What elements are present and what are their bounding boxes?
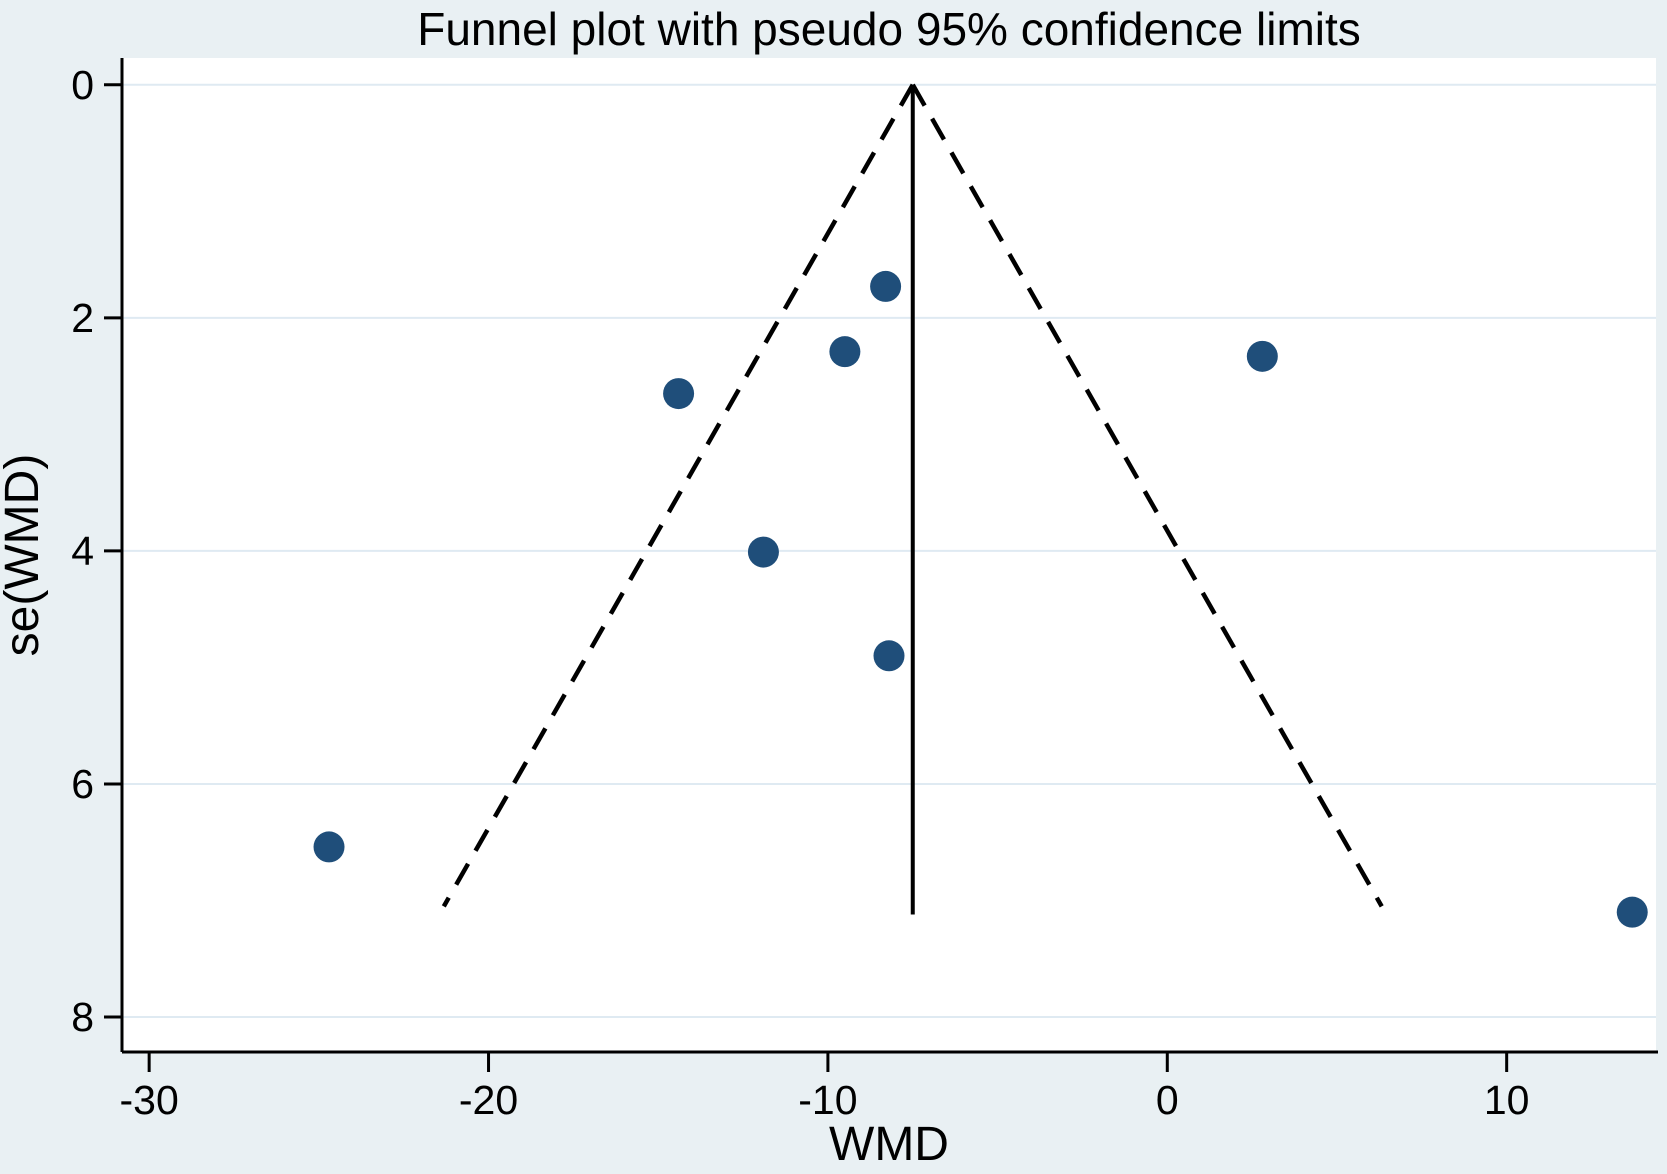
data-point: [829, 336, 861, 368]
y-tick-label: 0: [71, 62, 94, 108]
x-tick-label: 0: [1156, 1077, 1179, 1123]
data-point: [1246, 340, 1278, 372]
data-point: [1616, 896, 1648, 928]
data-point: [870, 270, 902, 302]
plot-area: [122, 58, 1656, 1052]
data-point: [873, 640, 905, 672]
confidence-limit-left: [441, 83, 915, 908]
data-point: [313, 831, 345, 863]
x-tick-label: 10: [1484, 1077, 1530, 1123]
x-tick-label: -10: [798, 1077, 857, 1123]
data-point: [747, 536, 779, 568]
x-axis-label: WMD: [829, 1118, 949, 1171]
chart-title: Funnel plot with pseudo 95% confidence l…: [417, 3, 1361, 55]
y-tick-label: 6: [71, 761, 94, 807]
x-tick-label: -20: [459, 1077, 518, 1123]
data-point: [663, 378, 695, 410]
x-tick-label: -30: [120, 1077, 179, 1123]
y-tick-label: 2: [71, 295, 94, 341]
y-axis-label: se(WMD): [0, 454, 49, 657]
y-tick-label: 8: [71, 994, 94, 1040]
confidence-limit-right: [910, 83, 1384, 908]
y-tick-label: 4: [71, 528, 94, 574]
